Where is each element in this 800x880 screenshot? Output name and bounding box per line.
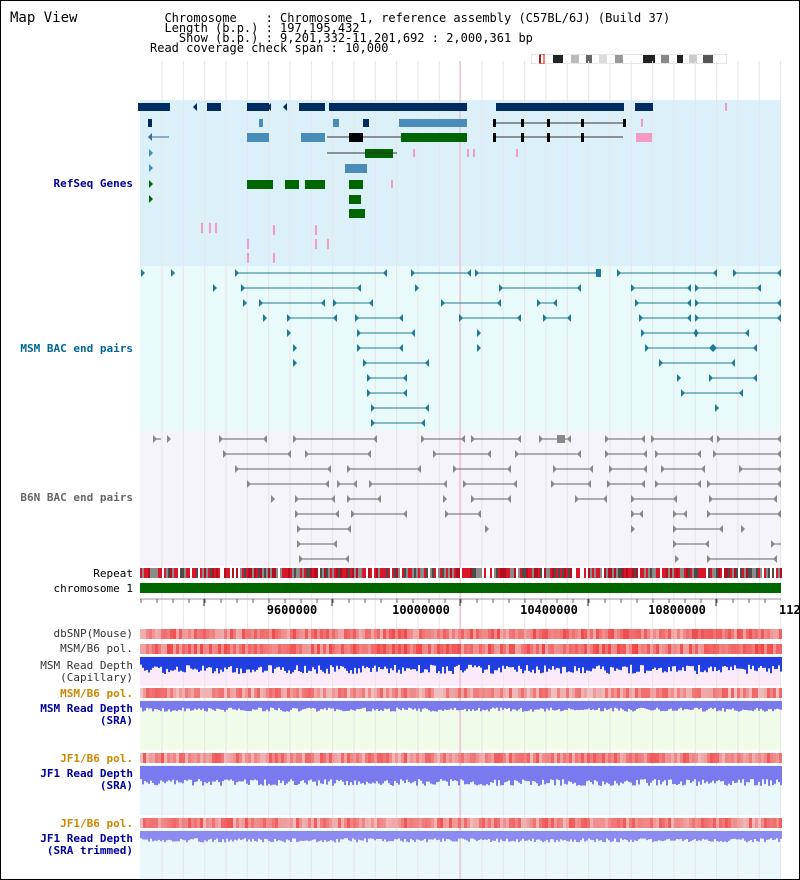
chromosome-bar xyxy=(140,583,781,593)
page-title: Map View xyxy=(10,10,78,26)
ruler-tick-label-5: 112 xyxy=(779,603,799,617)
chromosome-info: Chromosome : Chromosome 1, reference ass… xyxy=(150,11,671,25)
jf1-b6-pol-label: JF1/B6 pol. xyxy=(60,752,133,765)
dbsnp-heat-track xyxy=(140,629,782,639)
b6n-bac-features xyxy=(153,435,781,578)
ruler-ticks xyxy=(140,599,766,606)
ruler-tick-label-2: 10000000 xyxy=(392,603,450,617)
refseq-genes-label: RefSeq Genes xyxy=(53,177,133,190)
ruler-tick-label-3: 10400000 xyxy=(520,603,578,617)
chromosome-label: chromosome 1 xyxy=(53,582,133,595)
grid-lines xyxy=(161,61,782,879)
show-range-info: Show (b.p.) : 9,201,332-11,201,692 : 2,0… xyxy=(150,31,533,45)
refseq-gene-features xyxy=(138,103,727,263)
msm-read-depth-sra-label: MSM Read Depth (SRA) xyxy=(40,702,133,727)
msm-read-depth-capillary-label: MSM Read Depth (Capillary) xyxy=(40,659,133,684)
jf1-b6-pol-heat-track xyxy=(140,753,782,763)
jf1-b6-pol-trimmed-label: JF1/B6 pol. xyxy=(60,817,133,830)
msm-sra-depth-track xyxy=(140,701,782,712)
msm-capillary-depth-track xyxy=(140,657,782,674)
msm-b6-pol-label: MSM/B6 pol. xyxy=(60,642,133,655)
repeat-label: Repeat xyxy=(93,567,133,580)
repeat-track xyxy=(140,568,782,578)
msm-b6-pol-heat-track xyxy=(140,644,782,654)
jf1-trimmed-depth-track xyxy=(140,831,782,843)
length-info: Length (b.p.) : 197,195,432 xyxy=(150,21,360,35)
ruler-tick-label-1: 9600000 xyxy=(267,603,318,617)
jf1-sra-depth-track xyxy=(140,766,782,786)
jf1-read-depth-trimmed-label: JF1 Read Depth (SRA trimmed) xyxy=(40,832,133,857)
dbsnp-label: dbSNP(Mouse) xyxy=(53,627,133,640)
jf1-b6-pol-trimmed-heat-track xyxy=(140,818,782,828)
msm-b6-pol-sra-label: MSM/B6 pol. xyxy=(60,687,133,700)
jf1-read-depth-sra-label: JF1 Read Depth (SRA) xyxy=(40,767,133,792)
msm-b6-pol-sra-heat-track xyxy=(140,688,782,698)
b6n-bac-end-pairs-label: B6N BAC end pairs xyxy=(20,491,133,504)
coverage-span-info: Read coverage check span : 10,000 xyxy=(150,41,389,55)
chromosome-ideogram[interactable] xyxy=(531,54,727,64)
msm-bac-features xyxy=(141,269,781,427)
msm-bac-end-pairs-label: MSM BAC end pairs xyxy=(20,342,133,355)
ruler-tick-label-4: 10800000 xyxy=(648,603,706,617)
